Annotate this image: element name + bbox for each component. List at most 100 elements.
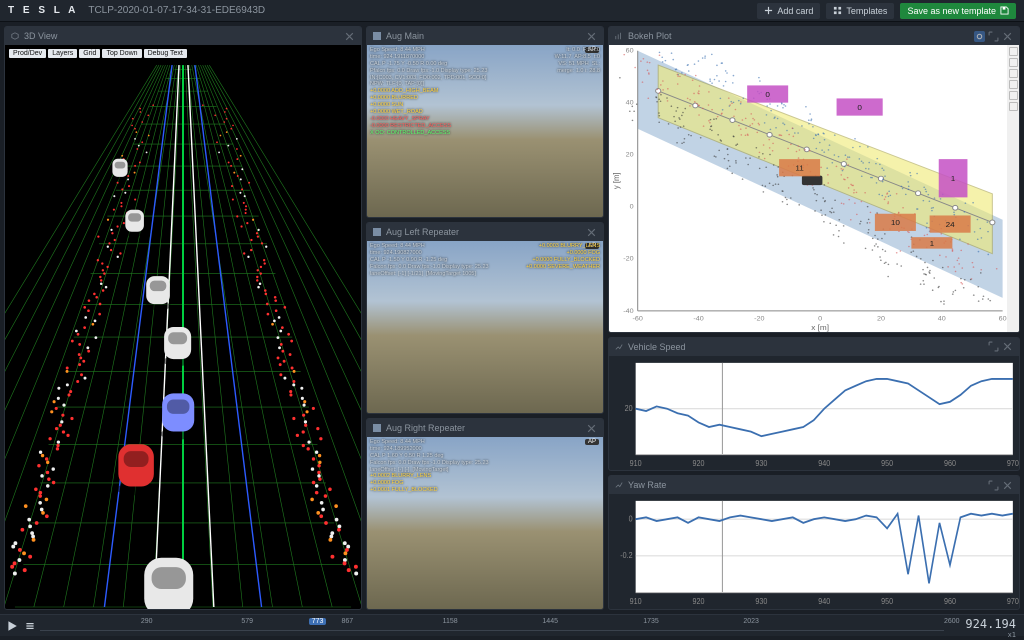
- view3d-btn-prod-dev[interactable]: Prod/Dev: [9, 49, 46, 58]
- svg-text:0: 0: [765, 90, 770, 99]
- close-icon[interactable]: [344, 31, 355, 42]
- zoom-icon[interactable]: [1009, 58, 1018, 67]
- chart-icon: [615, 32, 623, 40]
- svg-text:940: 940: [818, 597, 830, 606]
- panel-header-bokeh[interactable]: Bokeh Plot: [609, 27, 1019, 45]
- play-button[interactable]: [6, 620, 18, 632]
- bokeh-body[interactable]: 0011110241-60-40-2002040606040200-20-40x…: [609, 45, 1019, 332]
- svg-text:20: 20: [626, 152, 634, 159]
- camera-icon: [373, 228, 381, 236]
- svg-text:60: 60: [626, 48, 634, 55]
- expand-icon[interactable]: [988, 341, 999, 352]
- add-card-button[interactable]: Add card: [757, 3, 820, 19]
- svg-text:20: 20: [877, 316, 885, 323]
- settings-icon[interactable]: [24, 620, 36, 632]
- panel-3d-view: 3D View Prod/DevLayersGridTop DownDebug …: [4, 26, 362, 610]
- plots-column: Bokeh Plot 0011110241-60-40-200204060604…: [608, 26, 1020, 610]
- timeline-tick: 2023: [743, 618, 759, 625]
- reset-icon[interactable]: [1009, 91, 1018, 100]
- pan-icon[interactable]: [1009, 47, 1018, 56]
- svg-text:0: 0: [630, 204, 634, 211]
- svg-text:930: 930: [755, 597, 767, 606]
- svg-text:y [m]: y [m]: [612, 173, 621, 190]
- view3d-btn-grid[interactable]: Grid: [79, 49, 100, 58]
- close-icon[interactable]: [1002, 480, 1013, 491]
- timeline-tick: 2600: [944, 618, 960, 625]
- svg-text:910: 910: [630, 597, 642, 606]
- timeline-tick: 1158: [443, 618, 458, 625]
- svg-text:920: 920: [693, 458, 705, 467]
- svg-text:-20: -20: [623, 256, 634, 263]
- view3d-btn-top-down[interactable]: Top Down: [102, 49, 141, 58]
- close-icon[interactable]: [1002, 341, 1013, 352]
- svg-text:960: 960: [944, 597, 956, 606]
- camera-body[interactable]: Ego Speed: 8.44 MPHtime: 924.190827000CA…: [367, 241, 603, 413]
- view3d-btn-layers[interactable]: Layers: [48, 49, 77, 58]
- wheel-icon[interactable]: [1009, 69, 1018, 78]
- svg-text:x [m]: x [m]: [811, 323, 829, 332]
- templates-button[interactable]: Templates: [826, 3, 894, 19]
- speed-body[interactable]: 20910920930940950960970: [609, 356, 1019, 471]
- svg-text:970: 970: [1007, 597, 1019, 606]
- cube-icon: [11, 32, 19, 40]
- close-icon[interactable]: [586, 423, 597, 434]
- panel-header-yaw[interactable]: Yaw Rate: [609, 476, 1019, 494]
- save-template-button[interactable]: Save as new template: [900, 3, 1016, 19]
- add-card-label: Add card: [777, 6, 813, 16]
- panel-title: Vehicle Speed: [628, 342, 686, 352]
- time-rate: x1: [965, 631, 1016, 639]
- view3d-body[interactable]: Prod/DevLayersGridTop DownDebug Text: [5, 45, 361, 609]
- svg-text:60: 60: [999, 316, 1007, 323]
- camera-body[interactable]: Ego Speed: 8.44 MPHtime: 924.189952000CA…: [367, 437, 603, 609]
- camera-column: Aug Main Ego Speed: 8.44 MPHtime: 924.19…: [366, 26, 604, 610]
- svg-text:40: 40: [938, 316, 946, 323]
- svg-text:920: 920: [693, 597, 705, 606]
- panel-header[interactable]: Aug Main: [367, 27, 603, 45]
- close-icon[interactable]: [586, 227, 597, 238]
- view3d-toolbar: Prod/DevLayersGridTop DownDebug Text: [9, 49, 187, 58]
- chart-icon: [615, 481, 623, 489]
- main-grid: 3D View Prod/DevLayersGridTop DownDebug …: [0, 22, 1024, 614]
- svg-text:20: 20: [625, 404, 633, 413]
- svg-text:930: 930: [755, 458, 767, 467]
- session-id: TCLP-2020-01-07-17-34-31-EDE6943D: [88, 5, 265, 16]
- panel-header[interactable]: Aug Right Repeater: [367, 419, 603, 437]
- close-icon[interactable]: [1002, 31, 1013, 42]
- timeline[interactable]: 29057977386711581445173520232600 924.194…: [0, 614, 1024, 636]
- view3d-btn-debug-text[interactable]: Debug Text: [144, 49, 187, 58]
- settings-icon[interactable]: [974, 31, 985, 42]
- chart-icon: [615, 343, 623, 351]
- panel-header-3d[interactable]: 3D View: [5, 27, 361, 45]
- expand-icon[interactable]: [988, 480, 999, 491]
- svg-text:-20: -20: [754, 316, 765, 323]
- svg-text:910: 910: [630, 458, 642, 467]
- panel-title: Yaw Rate: [628, 480, 666, 490]
- bokeh-toolbar: [1007, 45, 1019, 332]
- help-icon[interactable]: [1009, 102, 1018, 111]
- svg-text:40: 40: [626, 100, 634, 107]
- close-icon[interactable]: [586, 31, 597, 42]
- panel-cam-main: Aug Main Ego Speed: 8.44 MPHtime: 924.19…: [366, 26, 604, 218]
- svg-text:950: 950: [881, 597, 893, 606]
- camera-body[interactable]: Ego Speed: 8.44 MPHtime: 924.1911870000C…: [367, 45, 603, 217]
- timeline-tick: 867: [341, 618, 353, 625]
- svg-text:-40: -40: [693, 316, 704, 323]
- panel-header[interactable]: Aug Left Repeater: [367, 223, 603, 241]
- templates-label: Templates: [846, 6, 887, 16]
- time-readout: 924.194 x1: [965, 617, 1016, 639]
- panel-title: Aug Main: [386, 31, 424, 41]
- svg-text:970: 970: [1007, 458, 1019, 467]
- save-label: Save as new template: [907, 6, 996, 16]
- save-icon[interactable]: [1009, 80, 1018, 89]
- panel-title: Bokeh Plot: [628, 31, 672, 41]
- svg-text:1: 1: [930, 239, 935, 248]
- svg-text:-40: -40: [623, 308, 634, 315]
- svg-text:950: 950: [881, 458, 893, 467]
- svg-text:-60: -60: [633, 316, 644, 323]
- topbar: T E S L A TCLP-2020-01-07-17-34-31-EDE69…: [0, 0, 1024, 22]
- panel-header-speed[interactable]: Vehicle Speed: [609, 338, 1019, 356]
- yaw-body[interactable]: 0-0.2910920930940950960970: [609, 494, 1019, 609]
- timeline-tick: 1445: [542, 618, 558, 625]
- expand-icon[interactable]: [988, 31, 999, 42]
- panel-yaw-rate: Yaw Rate 0-0.2910920930940950960970: [608, 475, 1020, 610]
